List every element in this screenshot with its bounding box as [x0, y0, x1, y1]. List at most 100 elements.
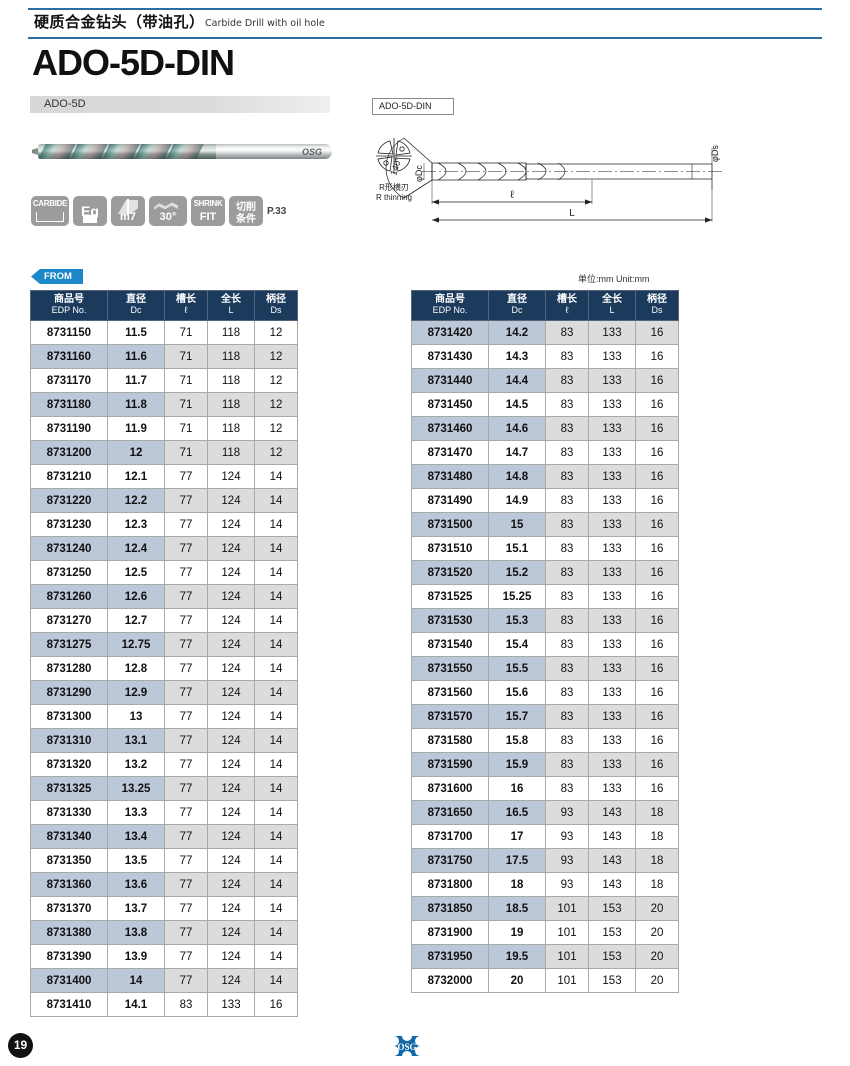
cell-ds: 20: [635, 968, 679, 993]
cell-dc: 11.6: [107, 344, 165, 369]
cell-dc: 14.4: [488, 368, 546, 393]
cell-ds: 16: [635, 728, 679, 753]
table-row: 8731410 14.1 83 133 16: [30, 992, 298, 1017]
cell-l: 71: [164, 344, 208, 369]
cell-dc: 14: [107, 968, 165, 993]
cell-ds: 14: [254, 632, 298, 657]
table-row: 8731460 14.6 83 133 16: [411, 416, 679, 441]
cell-edp: 8731260: [30, 584, 108, 609]
cell-edp: 8731290: [30, 680, 108, 705]
cell-ds: 16: [635, 368, 679, 393]
cell-l: 77: [164, 776, 208, 801]
cell-L: 133: [588, 656, 636, 681]
cell-edp: 8731330: [30, 800, 108, 825]
cell-dc: 18.5: [488, 896, 546, 921]
cell-dc: 14.3: [488, 344, 546, 369]
cell-l: 77: [164, 800, 208, 825]
cell-edp: 8731520: [411, 560, 489, 585]
drawing-panel-label: ADO-5D-DIN: [379, 101, 432, 111]
cell-L: 133: [588, 584, 636, 609]
cell-edp: 8731280: [30, 656, 108, 681]
30-degree-icon: 30°: [149, 196, 187, 226]
cell-dc: 12.1: [107, 464, 165, 489]
cell-dc: 14.2: [488, 320, 546, 345]
cell-l: 83: [545, 608, 589, 633]
table-row: 8731380 13.8 77 124 14: [30, 920, 298, 945]
cell-ds: 18: [635, 800, 679, 825]
cell-ds: 14: [254, 704, 298, 729]
cell-edp: 8731370: [30, 896, 108, 921]
cell-L: 133: [588, 632, 636, 657]
cell-ds: 16: [635, 680, 679, 705]
table-row: 8731450 14.5 83 133 16: [411, 392, 679, 417]
cell-l: 93: [545, 872, 589, 897]
product-photo: OSG: [30, 122, 335, 182]
cell-edp: 8731210: [30, 464, 108, 489]
cell-edp: 8731380: [30, 920, 108, 945]
cell-l: 101: [545, 920, 589, 945]
shank-osg-logo: OSG: [302, 147, 323, 157]
table-row: 8731400 14 77 124 14: [30, 968, 298, 993]
cell-L: 143: [588, 848, 636, 873]
cell-dc: 13.8: [107, 920, 165, 945]
table-row: 8731170 11.7 71 118 12: [30, 368, 298, 393]
dc-label: φDc: [414, 165, 424, 182]
page-reference[interactable]: P.33: [267, 206, 287, 217]
cell-ds: 16: [635, 320, 679, 345]
cell-l: 93: [545, 800, 589, 825]
cell-l: 83: [545, 752, 589, 777]
cell-edp: 8731580: [411, 728, 489, 753]
cutting-icon-label-bottom: 条件: [236, 214, 256, 225]
cell-dc: 13.3: [107, 800, 165, 825]
cell-L: 133: [588, 512, 636, 537]
table-header-row: 商品号 EDP No. 直径 Dc 槽长 ℓ 全长 L 柄径 Ds: [411, 290, 679, 321]
cell-L: 143: [588, 872, 636, 897]
cell-ds: 14: [254, 488, 298, 513]
cell-ds: 14: [254, 896, 298, 921]
cell-L: 133: [588, 752, 636, 777]
col-header-flute-length: 槽长 ℓ: [545, 290, 589, 321]
table-row: 8731160 11.6 71 118 12: [30, 344, 298, 369]
cell-ds: 14: [254, 800, 298, 825]
cell-ds: 16: [635, 656, 679, 681]
table-row: 8731340 13.4 77 124 14: [30, 824, 298, 849]
cell-edp: 8731650: [411, 800, 489, 825]
cell-ds: 12: [254, 320, 298, 345]
cell-dc: 15.8: [488, 728, 546, 753]
cell-dc: 19.5: [488, 944, 546, 969]
cell-L: 133: [207, 992, 255, 1017]
cell-ds: 14: [254, 752, 298, 777]
col-header-overall-length: 全长 L: [588, 290, 636, 321]
cell-edp: 8731540: [411, 632, 489, 657]
cell-ds: 14: [254, 824, 298, 849]
cell-L: 133: [588, 704, 636, 729]
from-badge-label: FROM: [44, 271, 72, 282]
cell-dc: 16.5: [488, 800, 546, 825]
cell-l: 71: [164, 392, 208, 417]
cell-l: 93: [545, 824, 589, 849]
cell-ds: 16: [635, 512, 679, 537]
cell-dc: 14.8: [488, 464, 546, 489]
osg-logo-text: OSG: [397, 1042, 416, 1052]
cell-L: 133: [588, 320, 636, 345]
cell-L: 118: [207, 368, 255, 393]
table-row: 8731530 15.3 83 133 16: [411, 608, 679, 633]
cell-dc: 18: [488, 872, 546, 897]
cell-edp: 8731230: [30, 512, 108, 537]
cell-ds: 16: [635, 488, 679, 513]
table-row: 8731700 17 93 143 18: [411, 824, 679, 849]
cell-l: 77: [164, 656, 208, 681]
cell-l: 77: [164, 920, 208, 945]
cell-L: 124: [207, 776, 255, 801]
table-body-right: 8731420 14.2 83 133 16 8731430 14.3 83 133 16 8731…: [411, 320, 679, 993]
cell-edp: 8731220: [30, 488, 108, 513]
cell-l: 83: [545, 728, 589, 753]
cell-L: 133: [588, 680, 636, 705]
cell-dc: 13.25: [107, 776, 165, 801]
cell-ds: 18: [635, 824, 679, 849]
cell-L: 143: [588, 800, 636, 825]
cell-ds: 16: [635, 632, 679, 657]
cell-edp: 8731440: [411, 368, 489, 393]
cell-edp: 8731510: [411, 536, 489, 561]
cell-dc: 12.75: [107, 632, 165, 657]
